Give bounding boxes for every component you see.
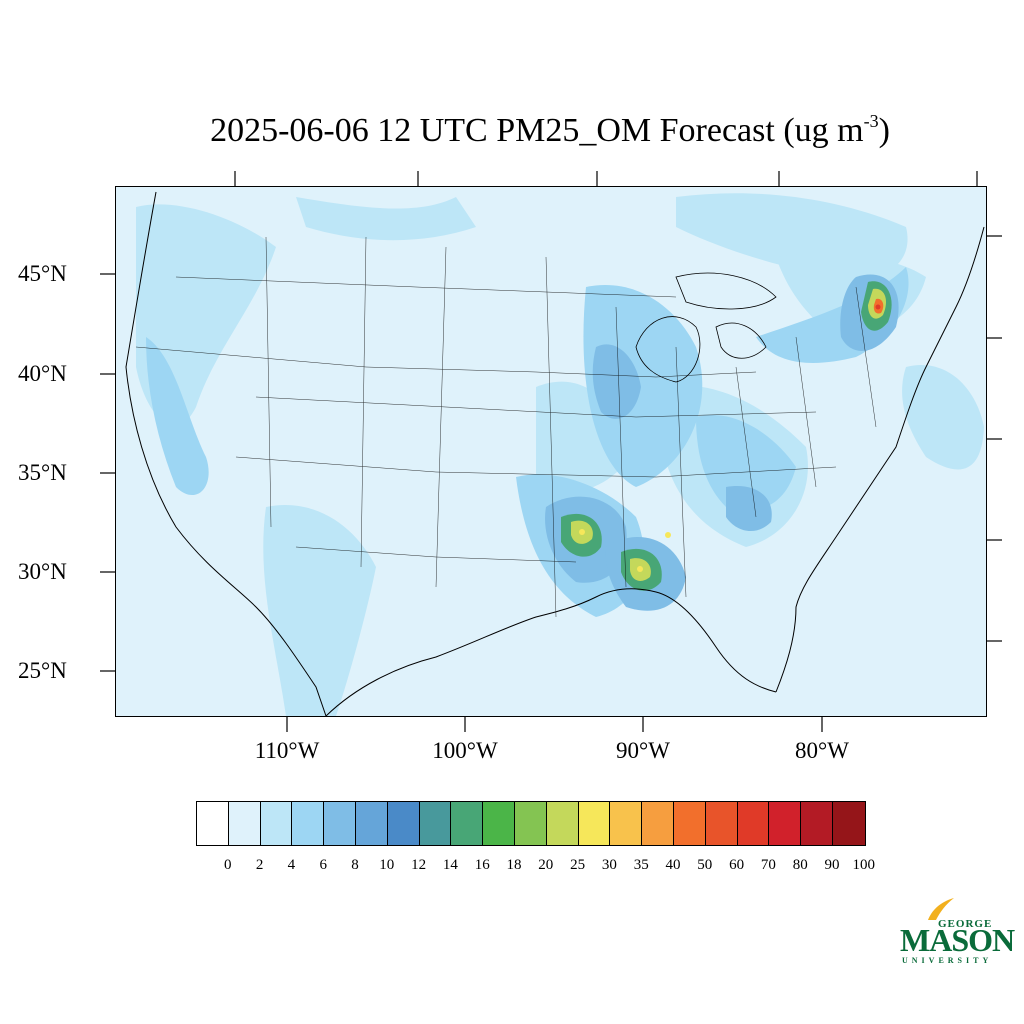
colorbar-swatch (197, 802, 229, 845)
colorbar-tick-label: 8 (351, 857, 359, 873)
colorbar-tick-label: 40 (665, 857, 681, 873)
colorbar-swatch (419, 802, 452, 845)
colorbar-swatch (673, 802, 706, 845)
state-boundaries (135, 236, 877, 618)
colorbar-swatch (514, 802, 547, 845)
latitude-label: 45°N (18, 261, 67, 286)
colorbar-tick-label: 0 (224, 857, 232, 873)
colorbar-swatch (483, 802, 515, 845)
concentration-zone-local-yellow (579, 529, 671, 572)
latitude-label: 35°N (18, 460, 67, 485)
latitude-label: 40°N (18, 361, 67, 386)
colorbar-swatch (801, 802, 833, 845)
colorbar-tick-label: 90 (824, 857, 840, 873)
logo-line-mason: MASON (900, 922, 1015, 958)
colorbar-tick-label: 6 (319, 857, 327, 873)
colorbar-swatch (260, 802, 293, 845)
colorbar-swatch (642, 802, 674, 845)
logo-line-university: UNIVERSITY (902, 956, 993, 965)
colorbar-swatch (355, 802, 388, 845)
map-panel[interactable] (115, 186, 987, 717)
colorbar-tick-label: 80 (792, 857, 808, 873)
colorbar-tick-label: 70 (760, 857, 776, 873)
longitude-label: 80°W (795, 738, 849, 763)
colorbar-swatch (387, 802, 420, 845)
longitude-label: 90°W (616, 738, 670, 763)
logo-line-george: GEORGE (938, 918, 993, 930)
colorbar-swatch (546, 802, 579, 845)
colorbar-tick-label: 20 (538, 857, 554, 873)
pm25-concentration-map (116, 187, 986, 716)
colorbar-tick-label: 30 (601, 857, 617, 873)
colorbar-tick-label: 18 (506, 857, 522, 873)
colorbar-tick-label: 60 (729, 857, 745, 873)
colorbar-swatch (610, 802, 643, 845)
colorbar-tick-label: 25 (570, 857, 586, 873)
concentration-zone-peak-core (875, 304, 881, 310)
colorbar-tick-label: 16 (474, 857, 490, 873)
page-title: 2025-06-06 12 UTC PM25_OM Forecast (ug m… (210, 110, 890, 149)
lake-outlines (635, 272, 777, 383)
colorbar-tick-label: 50 (697, 857, 713, 873)
colorbar-tick-label: 2 (255, 857, 264, 873)
latitude-label: 25°N (18, 658, 67, 683)
colorbar-tick-label: 10 (379, 857, 395, 873)
colorbar-tick-label: 100 (852, 857, 876, 873)
colorbar-swatch (451, 802, 484, 845)
colorbar-swatch (705, 802, 738, 845)
colorbar-tick-label: 12 (411, 857, 427, 873)
coastline (125, 191, 985, 716)
colorbar-swatch (228, 802, 261, 845)
george-mason-logo: GEORGE MASON UNIVERSITY (898, 896, 1015, 968)
colorbar-swatch (324, 802, 356, 845)
longitude-label: 100°W (432, 738, 498, 763)
colorbar-tick-label: 4 (287, 857, 296, 873)
colorbar-swatch (292, 802, 325, 845)
colorbar (196, 801, 866, 846)
colorbar-tick-label: 35 (633, 857, 649, 873)
colorbar-swatch (737, 802, 770, 845)
colorbar-tick-label: 14 (442, 857, 458, 873)
colorbar-swatch (832, 802, 865, 845)
logo-flame-icon (928, 898, 954, 920)
longitude-label: 110°W (254, 738, 320, 763)
colorbar-swatch (769, 802, 802, 845)
colorbar-swatch (578, 802, 611, 845)
latitude-label: 30°N (18, 559, 67, 584)
